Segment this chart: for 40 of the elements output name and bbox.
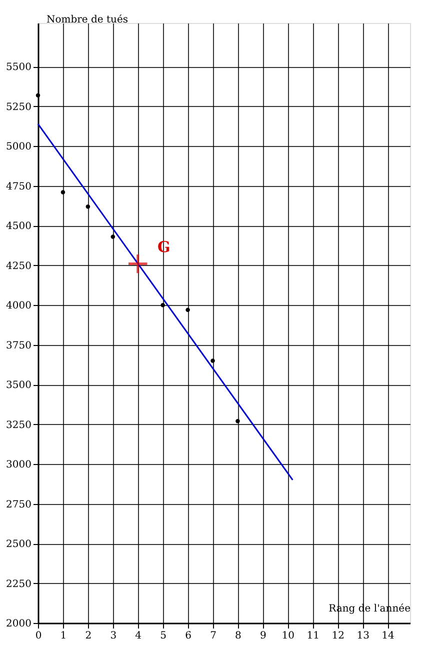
x-tick-label: 8 [235,630,242,642]
y-tick-label: 5500 [6,62,32,74]
y-tick-label: 3000 [6,460,32,471]
x-tick-label: 0 [35,630,42,642]
point [210,358,215,363]
y-tick-label: 5000 [6,142,32,153]
x-tick-label: 5 [160,630,167,642]
y-tick-label: 4000 [6,300,32,312]
point [86,204,90,209]
y-tick-label: 2000 [6,618,32,630]
x-tick-label: 4 [135,630,142,642]
point [236,419,240,424]
x-tick-label: 10 [282,630,295,642]
y-tick-label: 4250 [6,260,32,272]
y-tick-label: 2250 [6,578,32,590]
point [127,253,148,274]
y-tick-label: 3750 [6,340,32,352]
x-tick-label: 11 [306,630,320,642]
x-tick-label: 12 [332,630,344,642]
point [160,303,165,308]
point [110,234,116,239]
x-tick-label: 3 [110,630,117,642]
x-tick-label: 13 [356,630,370,642]
point [36,93,40,98]
y-tick-label: 2500 [6,539,32,550]
y-tick-label: 3500 [6,380,32,392]
y-tick-label: 2750 [6,499,32,510]
y-tick-label: 5250 [6,102,32,113]
y-tick-label: 4750 [6,181,32,192]
y-axis-title: Nombre de tués [46,14,128,26]
x-tick-label: 2 [85,630,92,642]
x-tick-label: 9 [260,630,266,642]
y-tick-label: 4500 [6,221,32,232]
point [60,190,66,194]
x-tick-label: 14 [382,630,394,642]
y-tick-label: 3250 [6,420,32,431]
x-tick-label: 1 [60,630,67,642]
point [186,308,190,312]
x-tick-label: 6 [185,630,192,642]
x-tick-label: 7 [210,630,216,642]
